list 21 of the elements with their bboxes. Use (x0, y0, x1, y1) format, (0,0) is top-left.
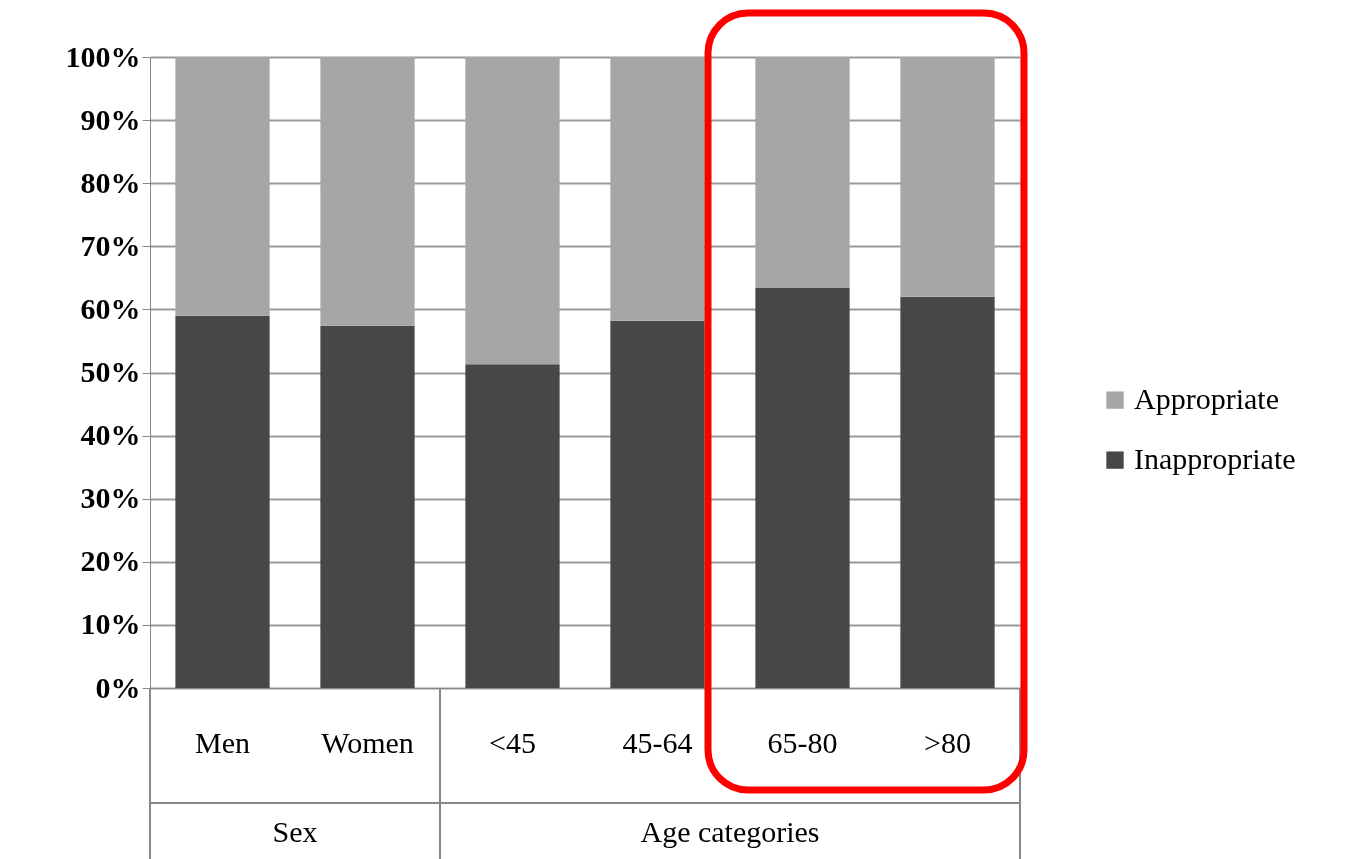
y-tick-label: 40% (80, 418, 141, 452)
x-tick-label: 45-64 (622, 725, 693, 759)
text: Sex (272, 815, 318, 848)
x-tick-label: <45 (489, 725, 536, 759)
x-tick-label: >80 (924, 725, 971, 759)
x-tick-label: 65-80 (767, 725, 838, 759)
y-tick-label: 100% (65, 39, 141, 73)
y-tick-label: 50% (80, 355, 141, 388)
x-tick-label: Women (321, 725, 414, 759)
y-tick-label: 90% (80, 102, 141, 136)
y-tick-label: 70% (80, 228, 141, 262)
text: Age categories (640, 815, 820, 848)
y-tick-label: 20% (80, 544, 141, 578)
y-tick-label: 0% (95, 670, 141, 704)
y-tick-label: 30% (80, 481, 141, 515)
y-tick-label: 60% (80, 291, 141, 325)
x-tick-label: Men (195, 725, 250, 759)
y-tick-label: 80% (80, 165, 141, 199)
legend-label: Inappropriate (1134, 442, 1296, 476)
y-tick-label: 10% (80, 607, 141, 641)
legend-label: Appropriate (1134, 382, 1279, 416)
